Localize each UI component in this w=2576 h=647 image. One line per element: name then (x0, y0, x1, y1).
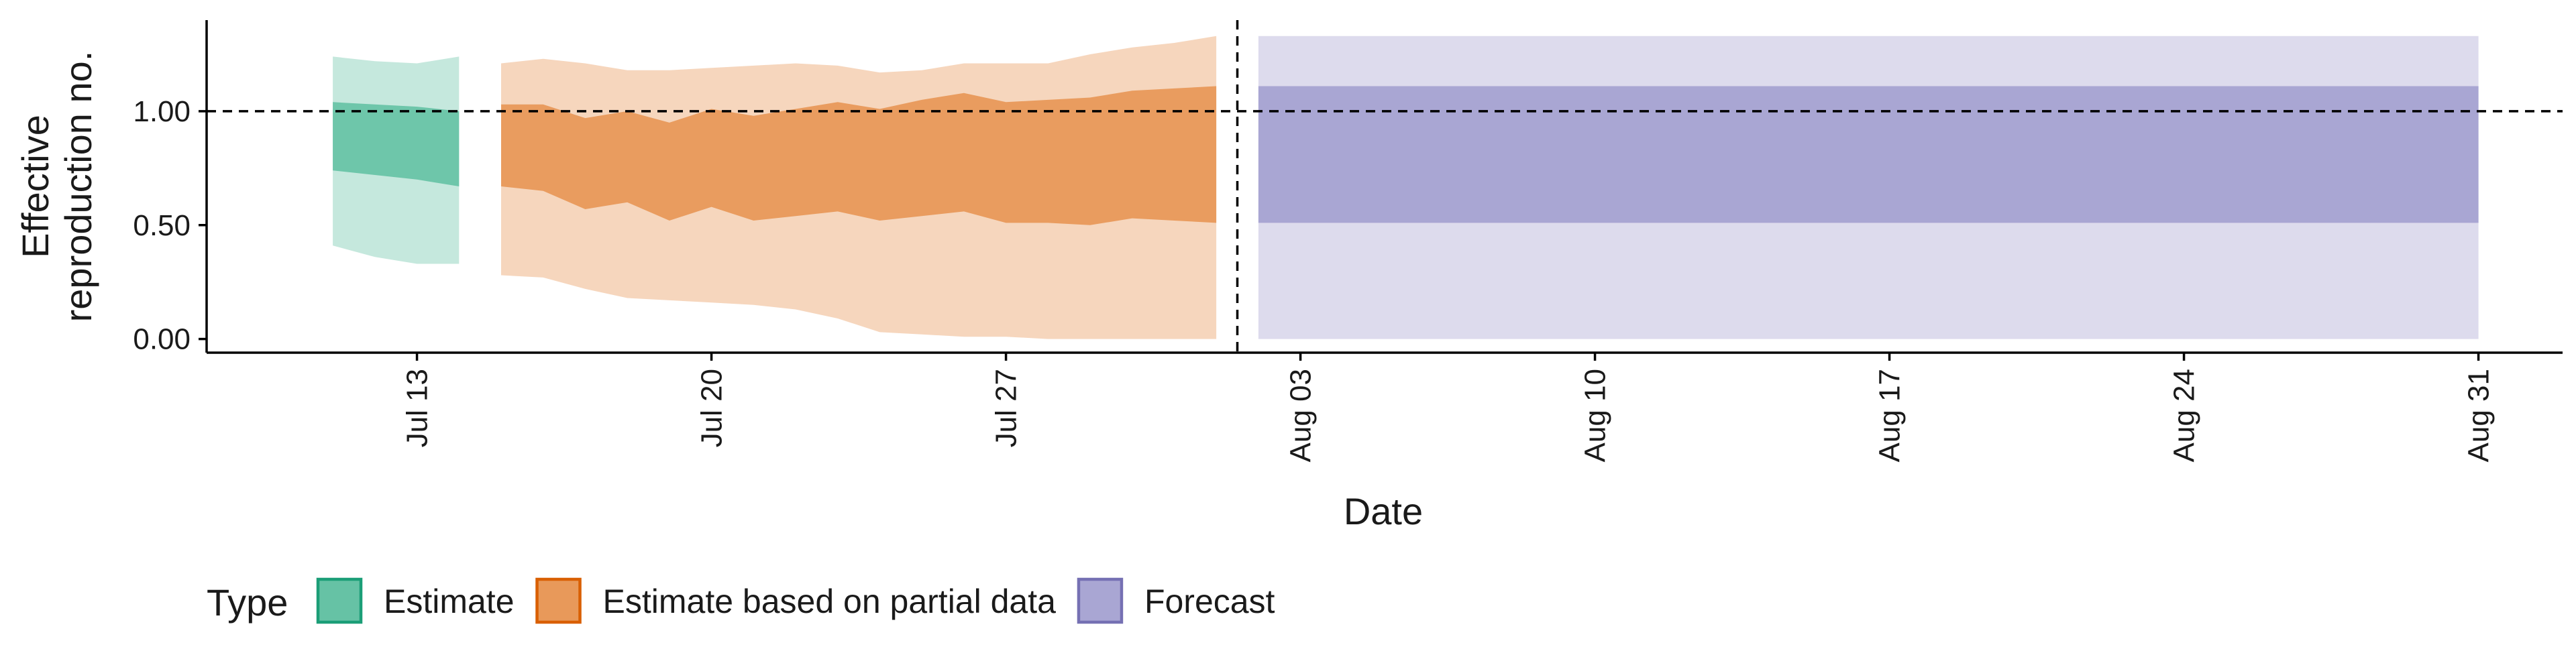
y-axis-title-line-2: reproduction no. (57, 51, 99, 322)
x-axis-title: Date (1344, 490, 1423, 532)
legend-label: Estimate based on partial data (603, 583, 1057, 620)
x-tick-label: Aug 10 (1579, 369, 1612, 462)
band-layer (333, 36, 2479, 339)
y-tick-label: 0.00 (133, 323, 191, 356)
x-tick-label: Aug 24 (2168, 369, 2201, 462)
x-tick-label: Jul 13 (401, 369, 434, 447)
axes-layer: 0.00 0.50 1.00 Jul 13 Jul 20 Jul 27 Aug 03 Aug … (14, 20, 2563, 532)
x-tick-label: Jul 20 (696, 369, 729, 447)
x-tick-label: Aug 17 (1874, 369, 1907, 462)
legend-label: Estimate (384, 583, 515, 620)
band-50-forecast (1258, 86, 2479, 223)
legend-swatch (316, 577, 363, 624)
x-tick-label: Aug 31 (2463, 369, 2496, 462)
legend-swatch (1077, 577, 1124, 624)
legend: Type Estimate Estimate based on partial da… (207, 577, 1275, 624)
legend-label: Forecast (1144, 583, 1275, 620)
x-tick-label: Jul 27 (990, 369, 1023, 447)
x-tick-label: Aug 03 (1285, 369, 1318, 462)
legend-title: Type (207, 581, 288, 624)
legend-swatch (535, 577, 582, 624)
band-50-estimate-based-on-partial-data (501, 86, 1217, 225)
y-tick-label: 1.00 (133, 95, 191, 128)
band-50-estimate (333, 102, 460, 186)
y-axis-title-line-1: Effective (14, 115, 56, 258)
reference-line-layer (207, 20, 2563, 353)
y-tick-label: 0.50 (133, 209, 191, 242)
